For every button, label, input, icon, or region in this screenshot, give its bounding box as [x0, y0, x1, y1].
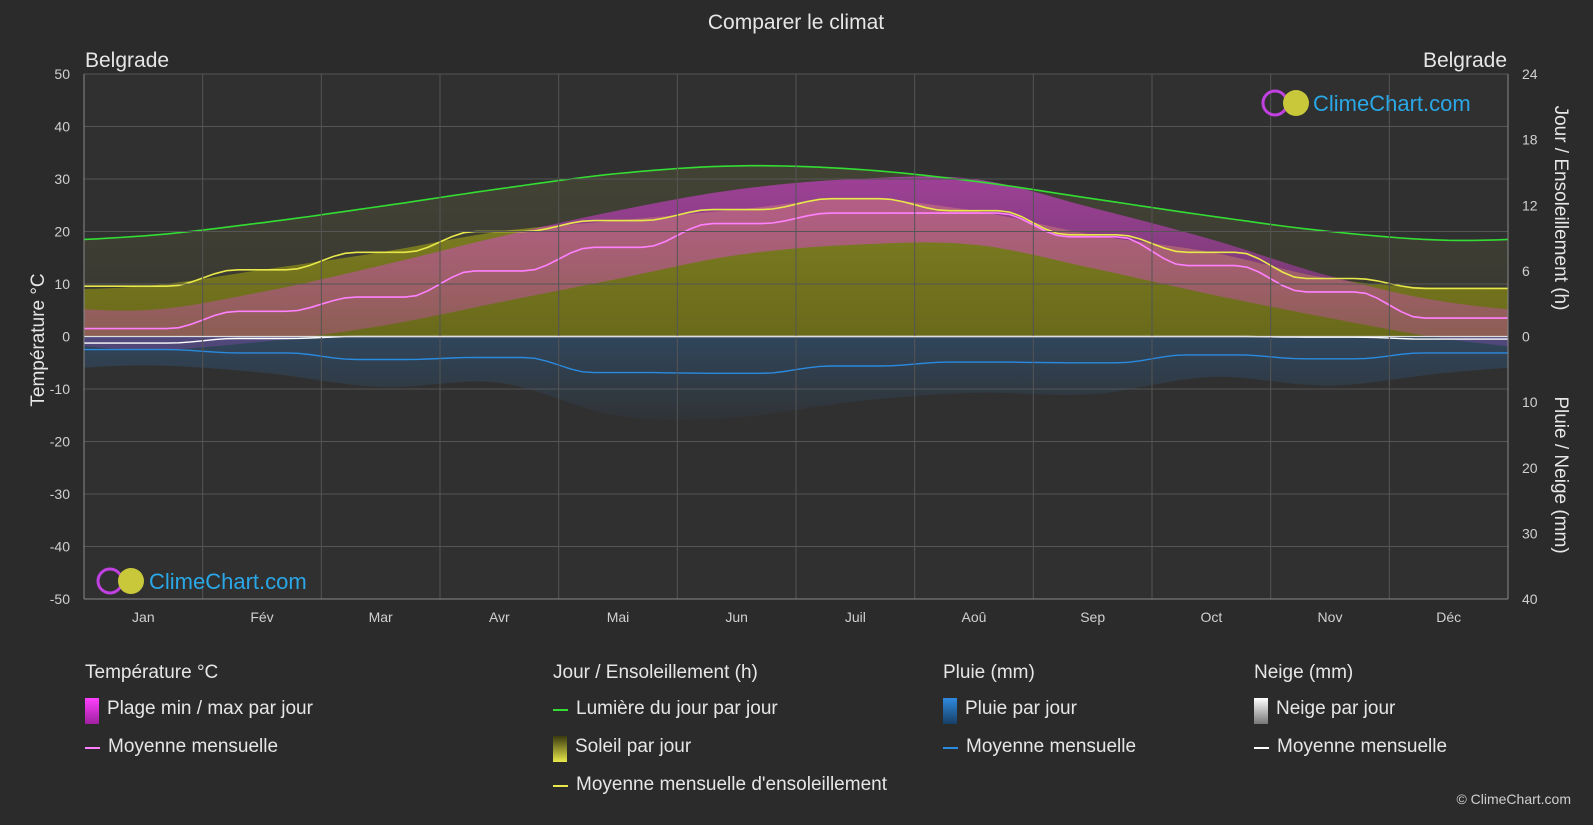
legend-snow-mean: Moyenne mensuelle [1254, 734, 1447, 772]
legend-rain: Pluie (mm) Pluie par jour Moyenne mensue… [943, 660, 1136, 772]
daylight-line-icon [553, 709, 568, 711]
right-bottom-tick-label: 40 [1522, 591, 1538, 607]
left-tick-label: 0 [62, 329, 70, 345]
temp-mean-line-icon [85, 747, 100, 749]
legend-snow-daily: Neige par jour [1254, 696, 1447, 734]
watermark-text: ClimeChart.com [1313, 91, 1471, 116]
city-right: Belgrade [1423, 49, 1507, 72]
month-tick-label: Mai [607, 609, 630, 625]
right-top-axis-label: Jour / Ensoleillement (h) [1550, 106, 1571, 311]
legend-snow: Neige (mm) Neige par jour Moyenne mensue… [1254, 660, 1447, 772]
month-tick-label: Aoû [962, 609, 987, 625]
copyright: © ClimeChart.com [1456, 791, 1571, 807]
right-bottom-tick-label: 20 [1522, 460, 1538, 476]
legend-rain-title: Pluie (mm) [943, 662, 1035, 683]
legend-sunshine-mean: Moyenne mensuelle d'ensoleillement [553, 772, 887, 810]
legend-temp-mean-label: Moyenne mensuelle [108, 736, 279, 757]
month-tick-label: Avr [489, 609, 510, 625]
month-tick-label: Jun [725, 609, 748, 625]
legend-temp-title: Température °C [85, 662, 219, 683]
right-top-tick-label: 6 [1522, 263, 1530, 279]
legend-rain-daily-label: Pluie par jour [965, 698, 1077, 719]
watermark-top: ClimeChart.com [1261, 89, 1471, 117]
legend-daylight-label: Lumière du jour par jour [576, 698, 778, 719]
watermark-sun-icon [1283, 90, 1309, 116]
month-tick-label: Oct [1200, 609, 1222, 625]
month-tick-label: Déc [1436, 609, 1461, 625]
left-tick-label: 50 [54, 66, 70, 82]
legend-sunshine-label: Soleil par jour [575, 736, 692, 757]
legend-temp-mean: Moyenne mensuelle [85, 734, 313, 772]
legend: Température °C Plage min / max par jour … [0, 660, 1593, 825]
right-top-tick-label: 18 [1522, 132, 1538, 148]
right-top-tick-label: 0 [1522, 329, 1530, 345]
legend-daylight: Lumière du jour par jour [553, 696, 887, 734]
watermark-bottom: ClimeChart.com [96, 567, 307, 595]
axes: 50 40 30 20 10 0 -10 -20 -30 -40 -50 24 18 12 6 0 10 20 30… [50, 66, 1538, 625]
left-tick-label: -20 [50, 434, 70, 450]
legend-snow-daily-label: Neige par jour [1276, 698, 1396, 719]
legend-rain-mean-label: Moyenne mensuelle [966, 736, 1137, 757]
left-tick-label: -30 [50, 486, 70, 502]
right-top-tick-label: 12 [1522, 197, 1538, 213]
right-top-tick-label: 24 [1522, 66, 1538, 82]
legend-sun: Jour / Ensoleillement (h) Lumière du jou… [553, 660, 887, 810]
right-bottom-tick-label: 30 [1522, 525, 1538, 541]
rain-swatch-icon [943, 698, 957, 724]
legend-temp-range-label: Plage min / max par jour [107, 698, 313, 719]
legend-temperature: Température °C Plage min / max par jour … [85, 660, 313, 772]
watermark-text: ClimeChart.com [149, 569, 307, 594]
legend-rain-daily: Pluie par jour [943, 696, 1136, 734]
snow-mean-line-icon [1254, 747, 1269, 749]
month-tick-label: Juil [845, 609, 866, 625]
legend-sunshine: Soleil par jour [553, 734, 887, 772]
month-tick-label: Mar [369, 609, 393, 625]
left-tick-label: -50 [50, 591, 70, 607]
month-tick-label: Nov [1318, 609, 1343, 625]
sunshine-swatch-icon [553, 736, 567, 762]
climate-chart: Comparer le climat Belgrade Belgrade 50 4… [28, 11, 1571, 625]
sunshine-mean-line-icon [553, 785, 568, 787]
temp-range-swatch-icon [85, 698, 99, 724]
legend-rain-mean: Moyenne mensuelle [943, 734, 1136, 772]
legend-sun-title: Jour / Ensoleillement (h) [553, 662, 758, 683]
legend-temp-range: Plage min / max par jour [85, 696, 313, 734]
left-axis-label: Température °C [28, 273, 49, 406]
legend-snow-mean-label: Moyenne mensuelle [1277, 736, 1448, 757]
left-tick-label: 30 [54, 171, 70, 187]
snow-swatch-icon [1254, 698, 1268, 724]
right-bottom-tick-label: 10 [1522, 394, 1538, 410]
right-bottom-axis-label: Pluie / Neige (mm) [1550, 396, 1571, 553]
month-tick-label: Fév [250, 609, 273, 625]
left-tick-label: 10 [54, 276, 70, 292]
left-tick-label: -10 [50, 381, 70, 397]
legend-sunshine-mean-label: Moyenne mensuelle d'ensoleillement [576, 774, 887, 795]
month-tick-label: Jan [132, 609, 155, 625]
left-tick-label: 40 [54, 119, 70, 135]
left-tick-label: 20 [54, 224, 70, 240]
rain-mean-line-icon [943, 747, 958, 749]
watermark-sun-icon [118, 568, 144, 594]
city-left: Belgrade [85, 49, 169, 72]
month-tick-label: Sep [1080, 609, 1105, 625]
left-tick-label: -40 [50, 539, 70, 555]
chart-title: Comparer le climat [708, 11, 884, 34]
legend-snow-title: Neige (mm) [1254, 662, 1354, 683]
